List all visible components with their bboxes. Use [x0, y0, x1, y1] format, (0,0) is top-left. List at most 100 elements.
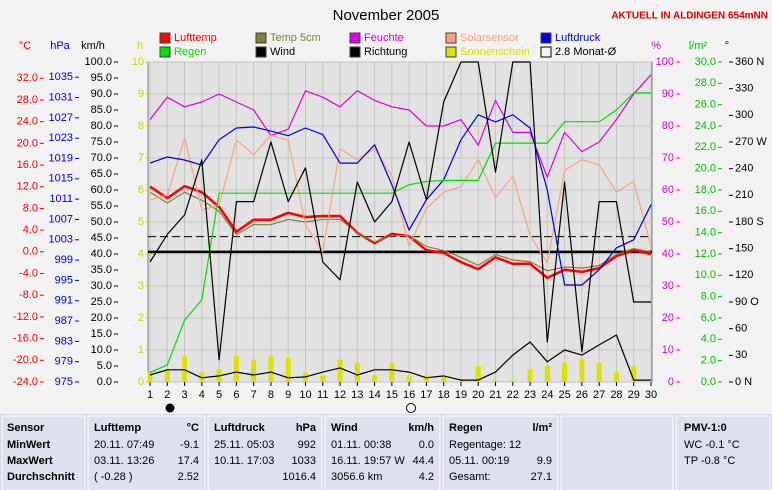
stats-title: Luftdruck [214, 422, 266, 434]
legend-swatch [255, 32, 267, 44]
legend-label: Luftdruck [555, 32, 601, 44]
chart-subtitle: AKTUELL IN ALDINGEN 654mNN [611, 11, 768, 22]
y-tick-label: 30 [662, 280, 674, 292]
bar [613, 372, 619, 382]
y-tick-label: -24.0 [13, 376, 38, 388]
y-tick-label: 55.0 [91, 200, 112, 212]
x-tick-label: 13 [351, 389, 363, 401]
series-line [149, 92, 651, 373]
y-tick-label: 5.0 [97, 360, 112, 372]
y-tick-label: 12.0 [695, 248, 716, 260]
stats-cell: 20.11. 07:49 [94, 439, 154, 451]
moon-icon [165, 403, 175, 413]
y-tick-label: 30.0 [91, 280, 112, 292]
bar [147, 372, 153, 382]
moon-icon [406, 403, 416, 413]
axis-title: h [137, 40, 143, 52]
y-tick-label: 28.0 [17, 94, 38, 106]
stats-panel [207, 415, 323, 490]
y-tick-label: 1035 [49, 71, 73, 83]
stats-unit: km/h [408, 422, 434, 434]
y-tick-label: 20.0 [17, 137, 38, 149]
bar [441, 375, 447, 382]
y-tick-label: 6.0 [701, 312, 716, 324]
legend-label: Regen [174, 46, 206, 58]
y-tick-label: 2 [138, 312, 144, 324]
y-tick-label: 32.0 [17, 72, 38, 84]
stats-title: Lufttemp [94, 422, 141, 434]
bar [510, 380, 516, 382]
x-tick-label: 4 [199, 389, 205, 401]
stats-value: -9.1 [180, 439, 199, 451]
bar [354, 362, 360, 382]
legend-swatch [349, 46, 361, 58]
stats-cell: Regentage: 12 [449, 439, 521, 451]
y-tick-label: 1007 [49, 213, 73, 225]
x-tick-label: 16 [403, 389, 415, 401]
legend-label: Richtung [364, 46, 407, 58]
y-tick-label: 999 [55, 254, 73, 266]
y-tick-label: 40 [662, 248, 674, 260]
stats-cell: 05.11. 00:19 [449, 455, 509, 467]
y-tick-label: 10 [662, 344, 674, 356]
stats-value: 992 [298, 439, 316, 451]
stats-cell: 3056.6 km [331, 471, 382, 483]
y-tick-label: 1019 [49, 152, 73, 164]
x-tick-label: 7 [251, 389, 257, 401]
bar [493, 380, 499, 382]
series-line [149, 134, 652, 264]
y-tick-label: 2.0 [701, 355, 716, 367]
stats-panel [1, 415, 86, 490]
y-tick-label: 1027 [49, 112, 73, 124]
bar [337, 359, 343, 382]
stats-value: 27.1 [531, 471, 552, 483]
stats-value: 2.52 [178, 471, 199, 483]
y-tick-label: -20.0 [13, 354, 38, 366]
y-tick-label: 0.0 [97, 376, 112, 388]
legend-swatch [540, 46, 552, 58]
legend-label: Lufttemp [174, 32, 217, 44]
y-tick-label: 50.0 [91, 216, 112, 228]
stats-row-label: MaxWert [7, 455, 53, 467]
pmv-title: PMV-1:0 [684, 422, 727, 434]
x-tick-label: 17 [420, 389, 432, 401]
y-tick-label: 983 [55, 335, 73, 347]
axis-title: ° [725, 40, 729, 52]
y-tick-label: 12.0 [17, 181, 38, 193]
stats-cell: 01.11. 00:38 [331, 439, 391, 451]
x-tick-label: 9 [285, 389, 291, 401]
stats-cell: 16.11. 19:57 W [331, 455, 405, 467]
y-tick-label: 300 [735, 109, 753, 121]
y-tick-label: 180 S [735, 216, 764, 228]
y-tick-label: 240 [735, 163, 753, 175]
legend-swatch [159, 32, 171, 44]
series-line [149, 114, 652, 286]
stats-value: 17.4 [178, 455, 199, 467]
x-tick-label: 2 [164, 389, 170, 401]
y-tick-label: 60.0 [91, 184, 112, 196]
y-tick-label: 30 [735, 349, 747, 361]
pmv-value: TP -0.8 °C [684, 455, 735, 467]
axis-title: hPa [50, 40, 70, 52]
y-tick-label: 4.0 [701, 333, 716, 345]
x-tick-label: 22 [507, 389, 519, 401]
y-tick-label: 0 [138, 376, 144, 388]
y-tick-label: 150 [735, 243, 753, 255]
stats-row-label: MinWert [7, 439, 51, 451]
y-tick-label: 0 N [735, 376, 752, 388]
y-tick-label: 3 [138, 280, 144, 292]
y-tick-label: 35.0 [91, 264, 112, 276]
stats-panel [442, 415, 559, 490]
y-tick-label: 16.0 [17, 159, 38, 171]
x-tick-label: 23 [524, 389, 536, 401]
bar [475, 366, 481, 382]
y-tick-label: 4 [138, 248, 144, 260]
y-tick-label: 7 [138, 152, 144, 164]
y-tick-label: 0.0 [23, 246, 38, 258]
bar [233, 356, 239, 382]
y-tick-label: -16.0 [13, 333, 38, 345]
x-tick-label: 1 [147, 389, 153, 401]
bar [579, 359, 585, 382]
y-tick-label: 100.0 [84, 56, 112, 68]
y-tick-label: 1003 [49, 234, 73, 246]
